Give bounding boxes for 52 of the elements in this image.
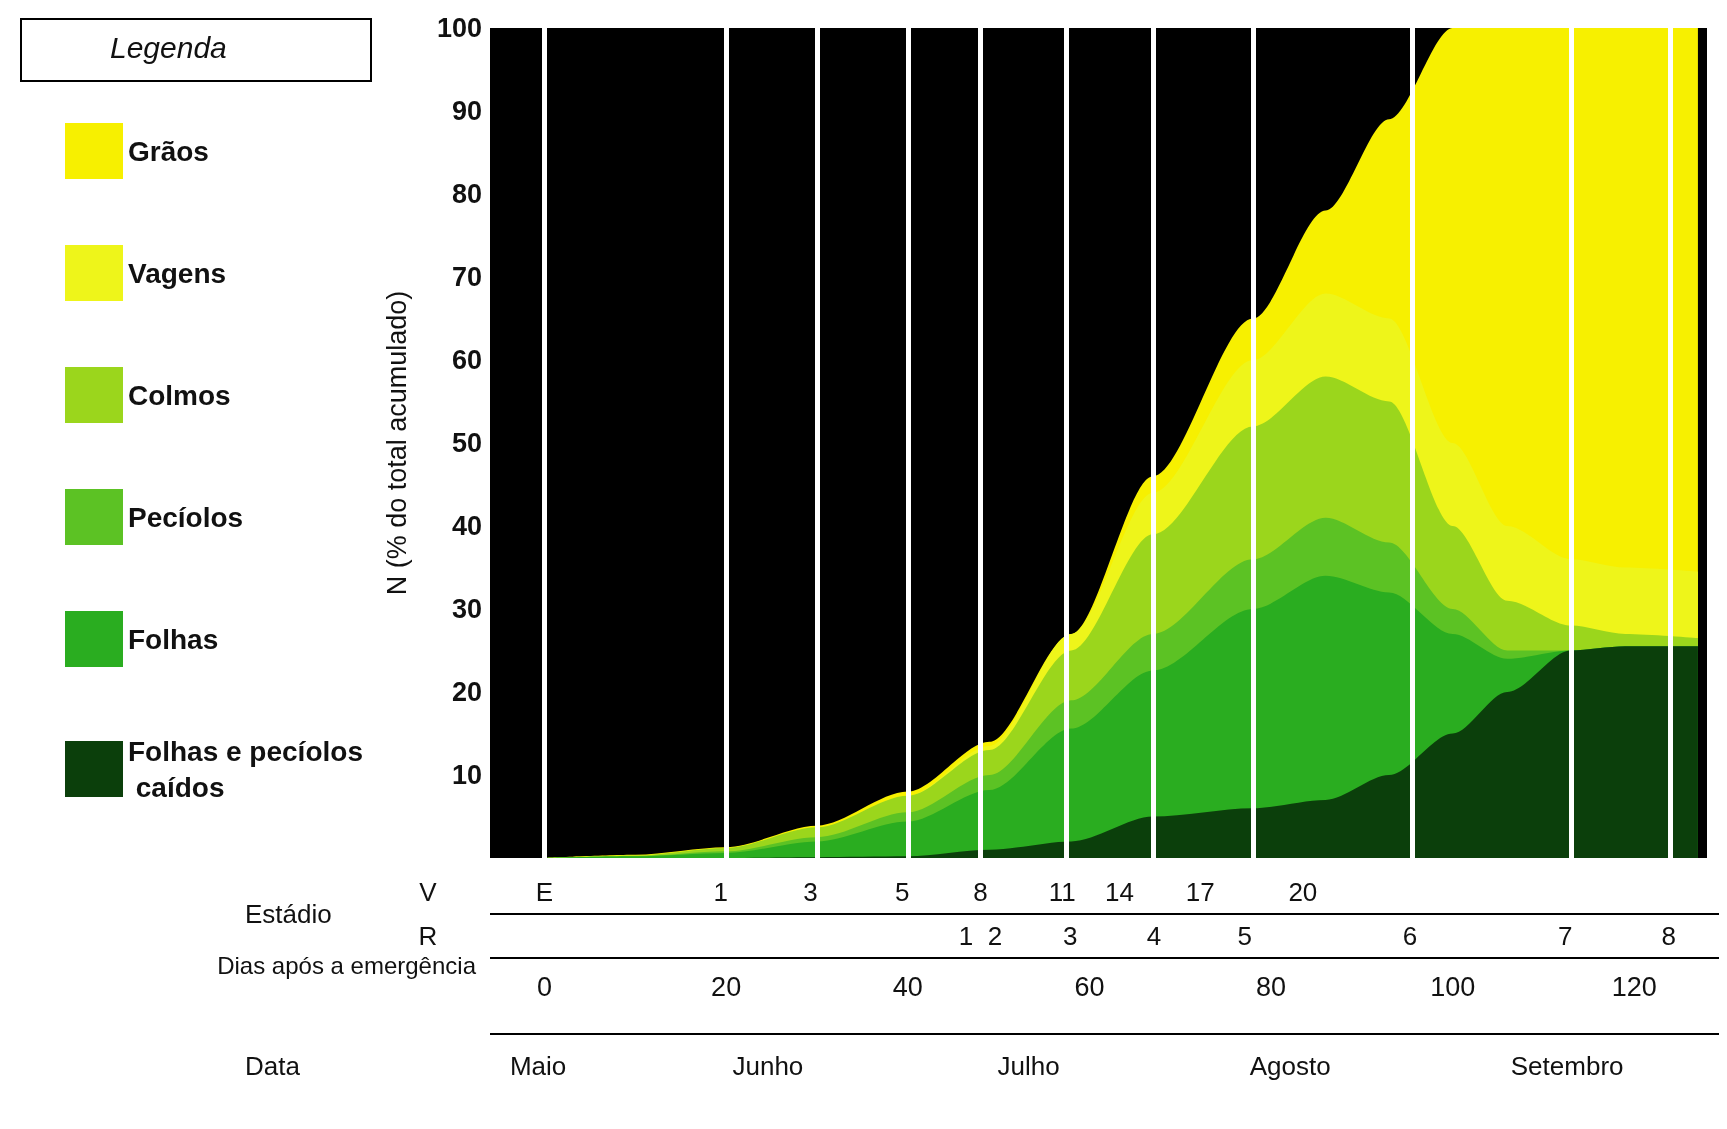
x-tick-label: 20 <box>711 971 742 1002</box>
y-tick-label: 70 <box>451 262 482 292</box>
y-tick-label: 80 <box>451 179 482 209</box>
x-tick-label: 100 <box>1430 971 1476 1002</box>
text: Maio <box>509 1051 567 1081</box>
y-tick-label: 30 <box>451 594 482 624</box>
text: 5 <box>895 877 910 907</box>
text: 11 <box>1048 877 1076 907</box>
legend-label: Colmos <box>128 379 231 411</box>
text: 8 <box>1661 921 1677 951</box>
text: R <box>418 921 438 951</box>
text: Junho <box>732 1051 804 1081</box>
text: 6 <box>1402 921 1418 951</box>
text: Estádio <box>245 899 332 929</box>
legend-label: Pecíolos <box>128 501 244 533</box>
y-tick-label: 50 <box>451 428 482 458</box>
text: Agosto <box>1249 1051 1331 1081</box>
text: 3 <box>1063 921 1078 951</box>
y-tick-label: 40 <box>451 511 482 541</box>
text: 1 <box>958 921 974 951</box>
legend-title: Legenda <box>110 30 227 64</box>
text: 5 <box>1237 921 1252 951</box>
text: 2 <box>987 921 1003 951</box>
text: 8 <box>973 877 988 907</box>
text: V <box>419 877 438 907</box>
y-tick-label: 20 <box>451 677 482 707</box>
x-tick-label: 0 <box>536 971 553 1002</box>
y-tick-label: 10 <box>451 760 482 790</box>
y-tick-label: 100 <box>436 13 482 43</box>
x-axis-title: Dias após a emergência <box>217 951 477 979</box>
y-tick-label: 90 <box>451 96 482 126</box>
x-tick-label: 120 <box>1611 971 1657 1002</box>
legend-label: Vagens <box>128 257 227 289</box>
text: 17 <box>1185 877 1215 907</box>
text: E <box>535 877 554 907</box>
text: 20 <box>1288 877 1318 907</box>
legend-label: Folhas <box>128 623 219 655</box>
text: 4 <box>1146 921 1162 951</box>
y-tick-label: 60 <box>451 345 482 375</box>
text: Setembro <box>1510 1051 1624 1081</box>
legend-label: Grãos <box>128 135 209 167</box>
x-tick-label: 60 <box>1074 971 1105 1002</box>
x-tick-label: 80 <box>1256 971 1287 1002</box>
text: Julho <box>997 1051 1060 1081</box>
y-axis-title: N (% do total acumulado) <box>381 290 412 596</box>
text: 3 <box>803 877 818 907</box>
text: Data <box>245 1051 301 1081</box>
legend-label: Folhas e pecíolos caídos <box>128 735 363 803</box>
x-tick-label: 40 <box>892 971 923 1002</box>
text: 7 <box>1558 921 1573 951</box>
text: 1 <box>713 877 728 907</box>
text: 14 <box>1104 877 1134 907</box>
